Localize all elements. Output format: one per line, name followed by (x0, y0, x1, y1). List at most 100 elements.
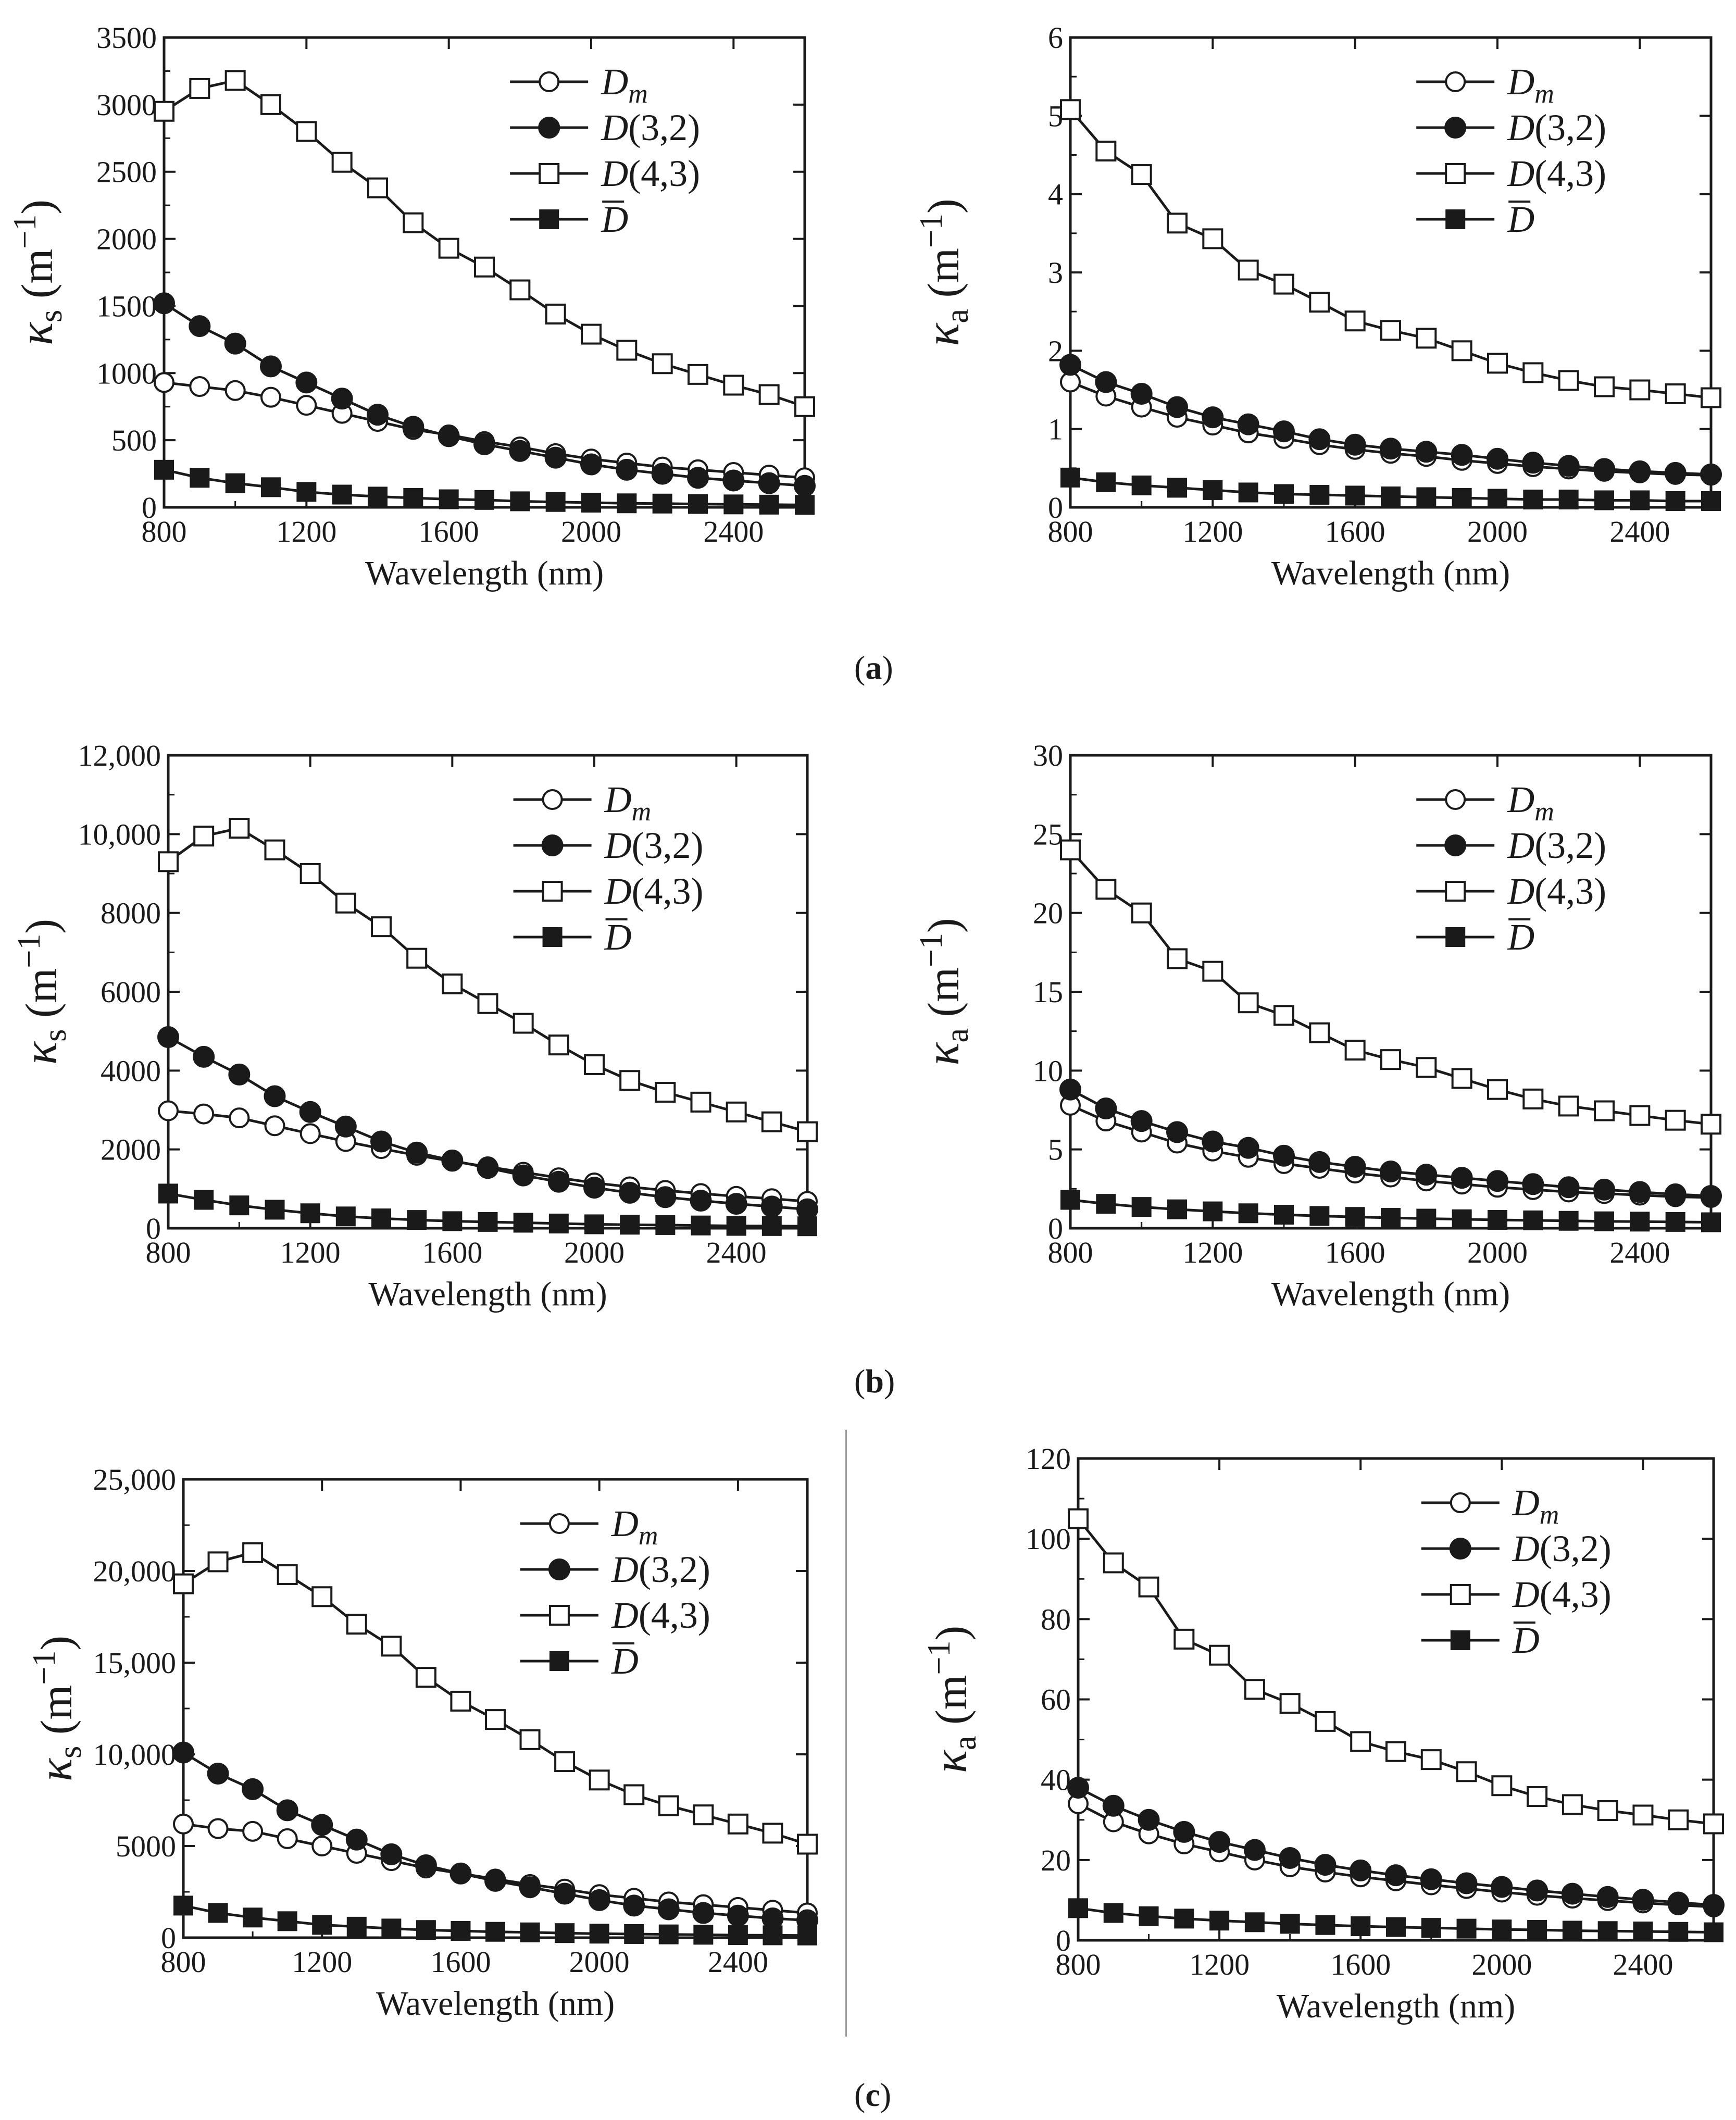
data-point-D-bar (478, 1212, 498, 1232)
data-point-D(3,2) (370, 1130, 392, 1153)
chart-b-right: 0 5 10 15 20 25 30 800 1200 1600 2000 2400 Wavelengt… (914, 739, 1722, 1313)
data-point-D(3,2) (544, 446, 567, 469)
data-point-D-bar (1665, 1212, 1685, 1232)
data-point-D(4,3) (581, 323, 602, 345)
series-line-D(4,3) (1069, 849, 1712, 1126)
legend-marker (539, 209, 559, 229)
data-point-D(4,3) (1167, 213, 1188, 234)
data-point-D(4,3) (616, 340, 638, 361)
data-point-D(3,2) (1173, 1820, 1195, 1843)
data-point-D(3,2) (1237, 1137, 1259, 1159)
data-point-D-bar (1096, 472, 1116, 492)
y-tick-label: 20 (1033, 896, 1063, 930)
data-point-D(3,2) (657, 1898, 680, 1921)
data-point-Dm (277, 1828, 298, 1849)
data-point-D(3,2) (334, 1115, 357, 1138)
data-point-D-bar (652, 493, 672, 514)
data-point-D(4,3) (158, 851, 179, 872)
data-point-D-bar (728, 1925, 748, 1946)
data-point-D(3,2) (295, 371, 318, 394)
data-point-D(3,2) (619, 1181, 641, 1204)
panel-divider (845, 1430, 847, 2037)
data-point-D-bar (691, 1215, 711, 1236)
data-point-D-bar (1558, 489, 1579, 509)
data-point-D(4,3) (371, 916, 392, 938)
data-point-D(4,3) (1629, 1105, 1651, 1126)
legend-marker (1444, 834, 1467, 856)
data-point-D(3,2) (1279, 1847, 1301, 1869)
data-point-D(3,2) (1059, 1078, 1081, 1101)
data-point-D(4,3) (554, 1751, 576, 1773)
data-point-D(4,3) (1131, 164, 1152, 185)
data-point-D(3,2) (415, 1854, 437, 1876)
data-point-D(3,2) (345, 1828, 368, 1851)
data-point-D-bar (1416, 487, 1437, 507)
data-point-D(3,2) (1700, 1184, 1722, 1207)
data-point-D(4,3) (688, 364, 708, 385)
y-tick-label: 100 (1026, 1522, 1071, 1556)
data-point-D-bar (154, 459, 174, 480)
series-line-D(4,3) (163, 79, 805, 408)
y-tick-label: 120 (1026, 1442, 1071, 1476)
data-point-D(4,3) (1701, 1114, 1721, 1135)
data-point-D-bar (1381, 486, 1401, 506)
data-point-D(4,3) (299, 863, 321, 884)
legend-marker (548, 1558, 570, 1580)
data-point-D(4,3) (619, 1070, 641, 1091)
data-point-D(3,2) (1308, 1151, 1331, 1173)
data-point-D(3,2) (616, 458, 638, 481)
data-point-Dm (296, 395, 317, 416)
data-point-D-bar (1351, 1916, 1371, 1937)
data-point-D(4,3) (1451, 1068, 1472, 1089)
data-point-D(3,2) (1202, 406, 1224, 429)
panel-label-b: (b) (854, 1363, 895, 1400)
data-point-D(4,3) (415, 1667, 436, 1688)
data-point-D(3,2) (1415, 441, 1438, 463)
data-point-D-bar (1174, 1909, 1194, 1929)
y-tick-label: 0 (142, 491, 157, 525)
data-point-Dm (229, 1107, 250, 1129)
y-tick-label: 25 (1033, 817, 1063, 851)
data-point-D(4,3) (1273, 273, 1294, 295)
data-point-Dm (189, 376, 210, 397)
data-point-D-bar (1452, 1209, 1472, 1229)
x-tick-label: 1200 (1182, 1236, 1243, 1269)
data-point-D-bar (190, 468, 210, 488)
y-tick-label: 0 (1048, 491, 1063, 525)
data-point-D(4,3) (1138, 1576, 1159, 1598)
y-tick-label: 4 (1048, 178, 1063, 211)
data-point-D(3,2) (690, 1190, 712, 1212)
x-tick-label: 1600 (1330, 1948, 1391, 1981)
data-point-D-bar (1274, 484, 1294, 504)
legend-marker (1445, 927, 1466, 947)
y-tick-label: 0 (1048, 1212, 1063, 1245)
data-point-D(4,3) (173, 1573, 194, 1594)
x-tick-label: 800 (1056, 1948, 1101, 1981)
y-tick-label: 2000 (96, 222, 157, 256)
y-tick-label: 3500 (96, 21, 157, 55)
data-point-D(3,2) (193, 1045, 215, 1068)
legend-marker (1445, 163, 1466, 184)
data-point-D(4,3) (727, 1813, 748, 1835)
series-line-D(4,3) (1077, 1518, 1714, 1825)
data-point-D(4,3) (690, 1091, 711, 1113)
data-point-D-bar (726, 1216, 746, 1236)
data-point-D-bar (1452, 488, 1472, 508)
data-point-D-bar (584, 1214, 604, 1234)
data-point-D(3,2) (1380, 438, 1402, 460)
series-line-Dm (183, 1823, 808, 1914)
legend-label: Dm (611, 1503, 658, 1551)
data-point-D-bar (442, 1211, 463, 1231)
data-point-D-bar (1096, 1194, 1116, 1214)
data-point-D-bar (1139, 1906, 1159, 1926)
data-point-D-bar (548, 1213, 569, 1233)
legend-marker (1445, 789, 1466, 810)
data-point-D(3,2) (1208, 1831, 1231, 1853)
x-tick-label: 1600 (1325, 515, 1385, 548)
y-tick-label: 1000 (96, 356, 157, 390)
data-point-D(3,2) (1557, 455, 1580, 477)
legend-label: D(4,3) (611, 1594, 710, 1636)
legend-marker (548, 1513, 570, 1534)
data-point-D(4,3) (1701, 387, 1721, 408)
legend-label: Dm (1512, 1482, 1559, 1530)
